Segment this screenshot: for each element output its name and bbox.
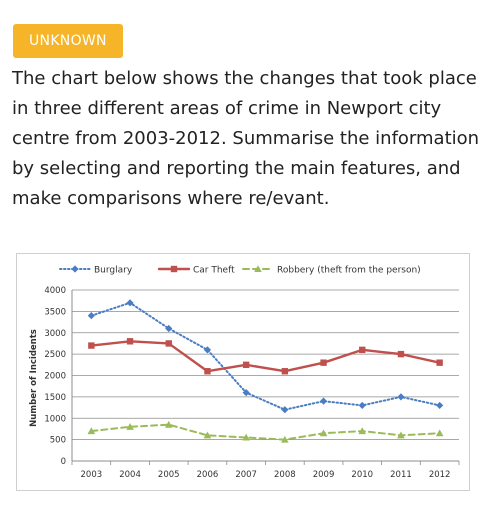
data-point	[165, 340, 172, 347]
legend-label: Car Theft	[193, 266, 235, 276]
chart-series	[87, 299, 444, 443]
data-point	[126, 423, 134, 430]
chart-axes	[71, 290, 460, 465]
y-tick-label: 4000	[44, 286, 66, 296]
y-axis-label: Number of Incidents	[29, 329, 39, 427]
chart-gridlines	[72, 289, 459, 441]
series-line	[90, 340, 441, 373]
data-point	[359, 346, 366, 354]
data-point	[397, 393, 405, 401]
data-point	[126, 338, 134, 345]
y-tick-label: 500	[50, 436, 66, 446]
y-tick-label: 3000	[44, 329, 66, 339]
data-point	[204, 368, 211, 375]
data-point	[242, 433, 250, 441]
series-1	[88, 338, 443, 375]
legend-marker	[170, 265, 178, 273]
x-tick-label: 2011	[390, 470, 412, 480]
x-tick-label: 2003	[81, 470, 103, 480]
x-tick-label: 2007	[235, 470, 257, 480]
data-point	[164, 420, 173, 428]
data-point	[87, 312, 95, 320]
data-point	[242, 361, 250, 369]
series-2	[87, 420, 444, 443]
data-point	[281, 435, 289, 443]
data-point	[319, 397, 328, 405]
y-tick-label: 3500	[44, 307, 66, 317]
y-tick-label: 2500	[44, 350, 66, 360]
x-tick-label: 2009	[313, 470, 335, 480]
x-axis-tick-labels: 2003 2004 2005 2006 2007 2008 2009 2010 2011 2012	[81, 470, 451, 480]
x-tick-label: 2005	[158, 470, 180, 480]
data-point	[436, 359, 443, 366]
y-tick-label: 1000	[44, 414, 66, 424]
legend-item: Car Theft	[157, 265, 235, 276]
series-line	[90, 423, 441, 441]
data-point	[281, 406, 289, 414]
legend-item: Robbery (theft from the person)	[242, 265, 421, 276]
data-point	[319, 429, 328, 437]
legend-item: Burglary	[59, 265, 133, 276]
legend-label: Robbery (theft from the person)	[277, 266, 421, 276]
chart-container: 0 500 1000 1500 2000 2500 3000 3500 4000 2003 200…	[16, 253, 470, 491]
task-prompt: The chart below shows the changes that t…	[12, 68, 480, 209]
x-tick-label: 2012	[429, 470, 451, 480]
data-point	[203, 431, 212, 439]
x-tick-label: 2006	[197, 470, 219, 480]
data-point	[397, 431, 405, 439]
data-point	[435, 429, 444, 437]
legend-marker	[71, 265, 79, 273]
data-point	[281, 368, 289, 375]
data-point	[436, 401, 444, 410]
data-point	[88, 342, 95, 349]
x-tick-label: 2004	[119, 470, 141, 480]
data-point	[87, 427, 96, 435]
x-tick-label: 2008	[274, 470, 296, 480]
x-tick-label: 2010	[351, 470, 373, 480]
y-tick-label: 2000	[44, 372, 66, 382]
legend-marker	[254, 265, 262, 273]
data-point	[358, 427, 367, 435]
legend-label: Burglary	[94, 266, 133, 276]
y-tick-label: 1500	[44, 393, 66, 403]
data-point	[320, 359, 327, 366]
series-0	[87, 299, 444, 414]
y-axis-tick-labels: 0 500 1000 1500 2000 2500 3000 3500 4000	[44, 286, 66, 467]
data-point	[358, 401, 366, 410]
y-tick-label: 0	[61, 457, 66, 467]
series-line	[90, 301, 441, 411]
chart-legend: Burglary Car Theft Robbery (theft from the…	[59, 265, 421, 276]
category-badge[interactable]: UNKNOWN	[13, 24, 123, 58]
data-point	[397, 350, 405, 358]
